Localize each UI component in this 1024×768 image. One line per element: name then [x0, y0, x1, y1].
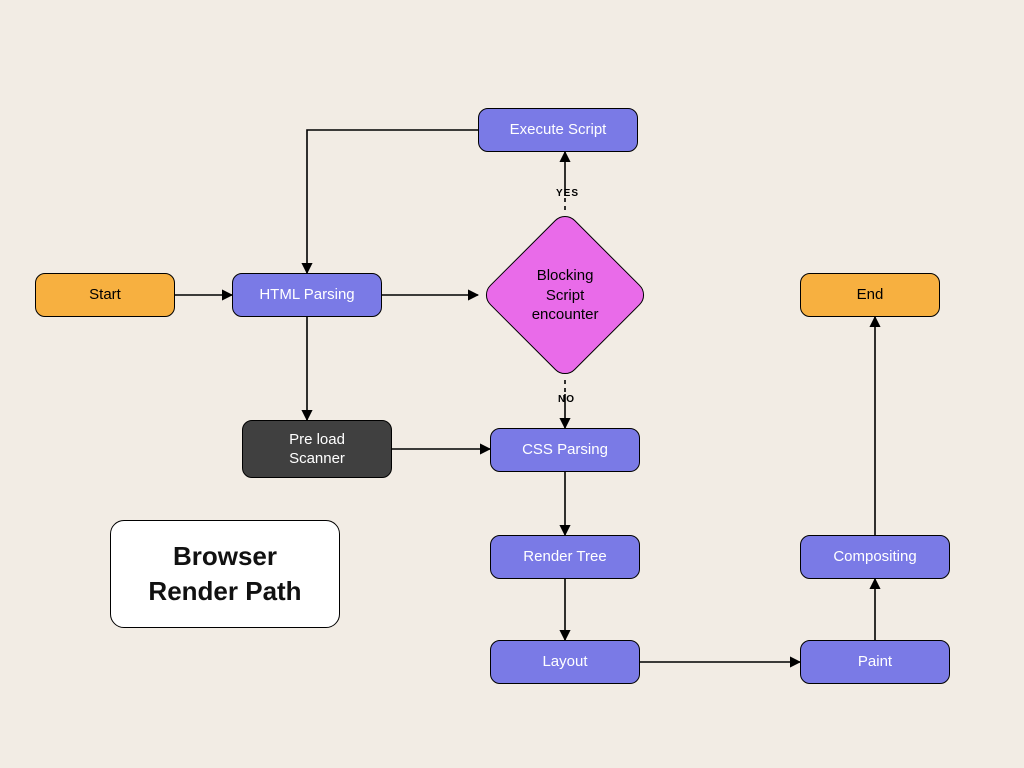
- node-css-parsing-label: CSS Parsing: [522, 440, 608, 460]
- node-render-tree-label: Render Tree: [523, 547, 606, 567]
- node-render-tree: Render Tree: [490, 535, 640, 579]
- node-start: Start: [35, 273, 175, 317]
- diagram-title-text: BrowserRender Path: [148, 541, 301, 606]
- node-layout: Layout: [490, 640, 640, 684]
- node-layout-label: Layout: [542, 652, 587, 672]
- node-end-label: End: [857, 285, 884, 305]
- node-preload-scanner: Pre loadScanner: [242, 420, 392, 478]
- node-start-label: Start: [89, 285, 121, 305]
- edge-label-yes: YES: [556, 188, 579, 199]
- node-paint: Paint: [800, 640, 950, 684]
- node-compositing-label: Compositing: [833, 547, 916, 567]
- node-execute-script: Execute Script: [478, 108, 638, 152]
- node-paint-label: Paint: [858, 652, 892, 672]
- node-preload-scanner-label: Pre loadScanner: [289, 430, 345, 469]
- node-blocking-script-decision: BlockingScriptencounter: [480, 210, 650, 380]
- diagram-title: BrowserRender Path: [110, 520, 340, 628]
- node-blocking-script-label: BlockingScriptencounter: [532, 266, 599, 325]
- edge-label-no: NO: [558, 394, 575, 405]
- node-execute-script-label: Execute Script: [510, 120, 607, 140]
- node-end: End: [800, 273, 940, 317]
- node-compositing: Compositing: [800, 535, 950, 579]
- node-html-parsing-label: HTML Parsing: [259, 285, 354, 305]
- node-css-parsing: CSS Parsing: [490, 428, 640, 472]
- node-html-parsing: HTML Parsing: [232, 273, 382, 317]
